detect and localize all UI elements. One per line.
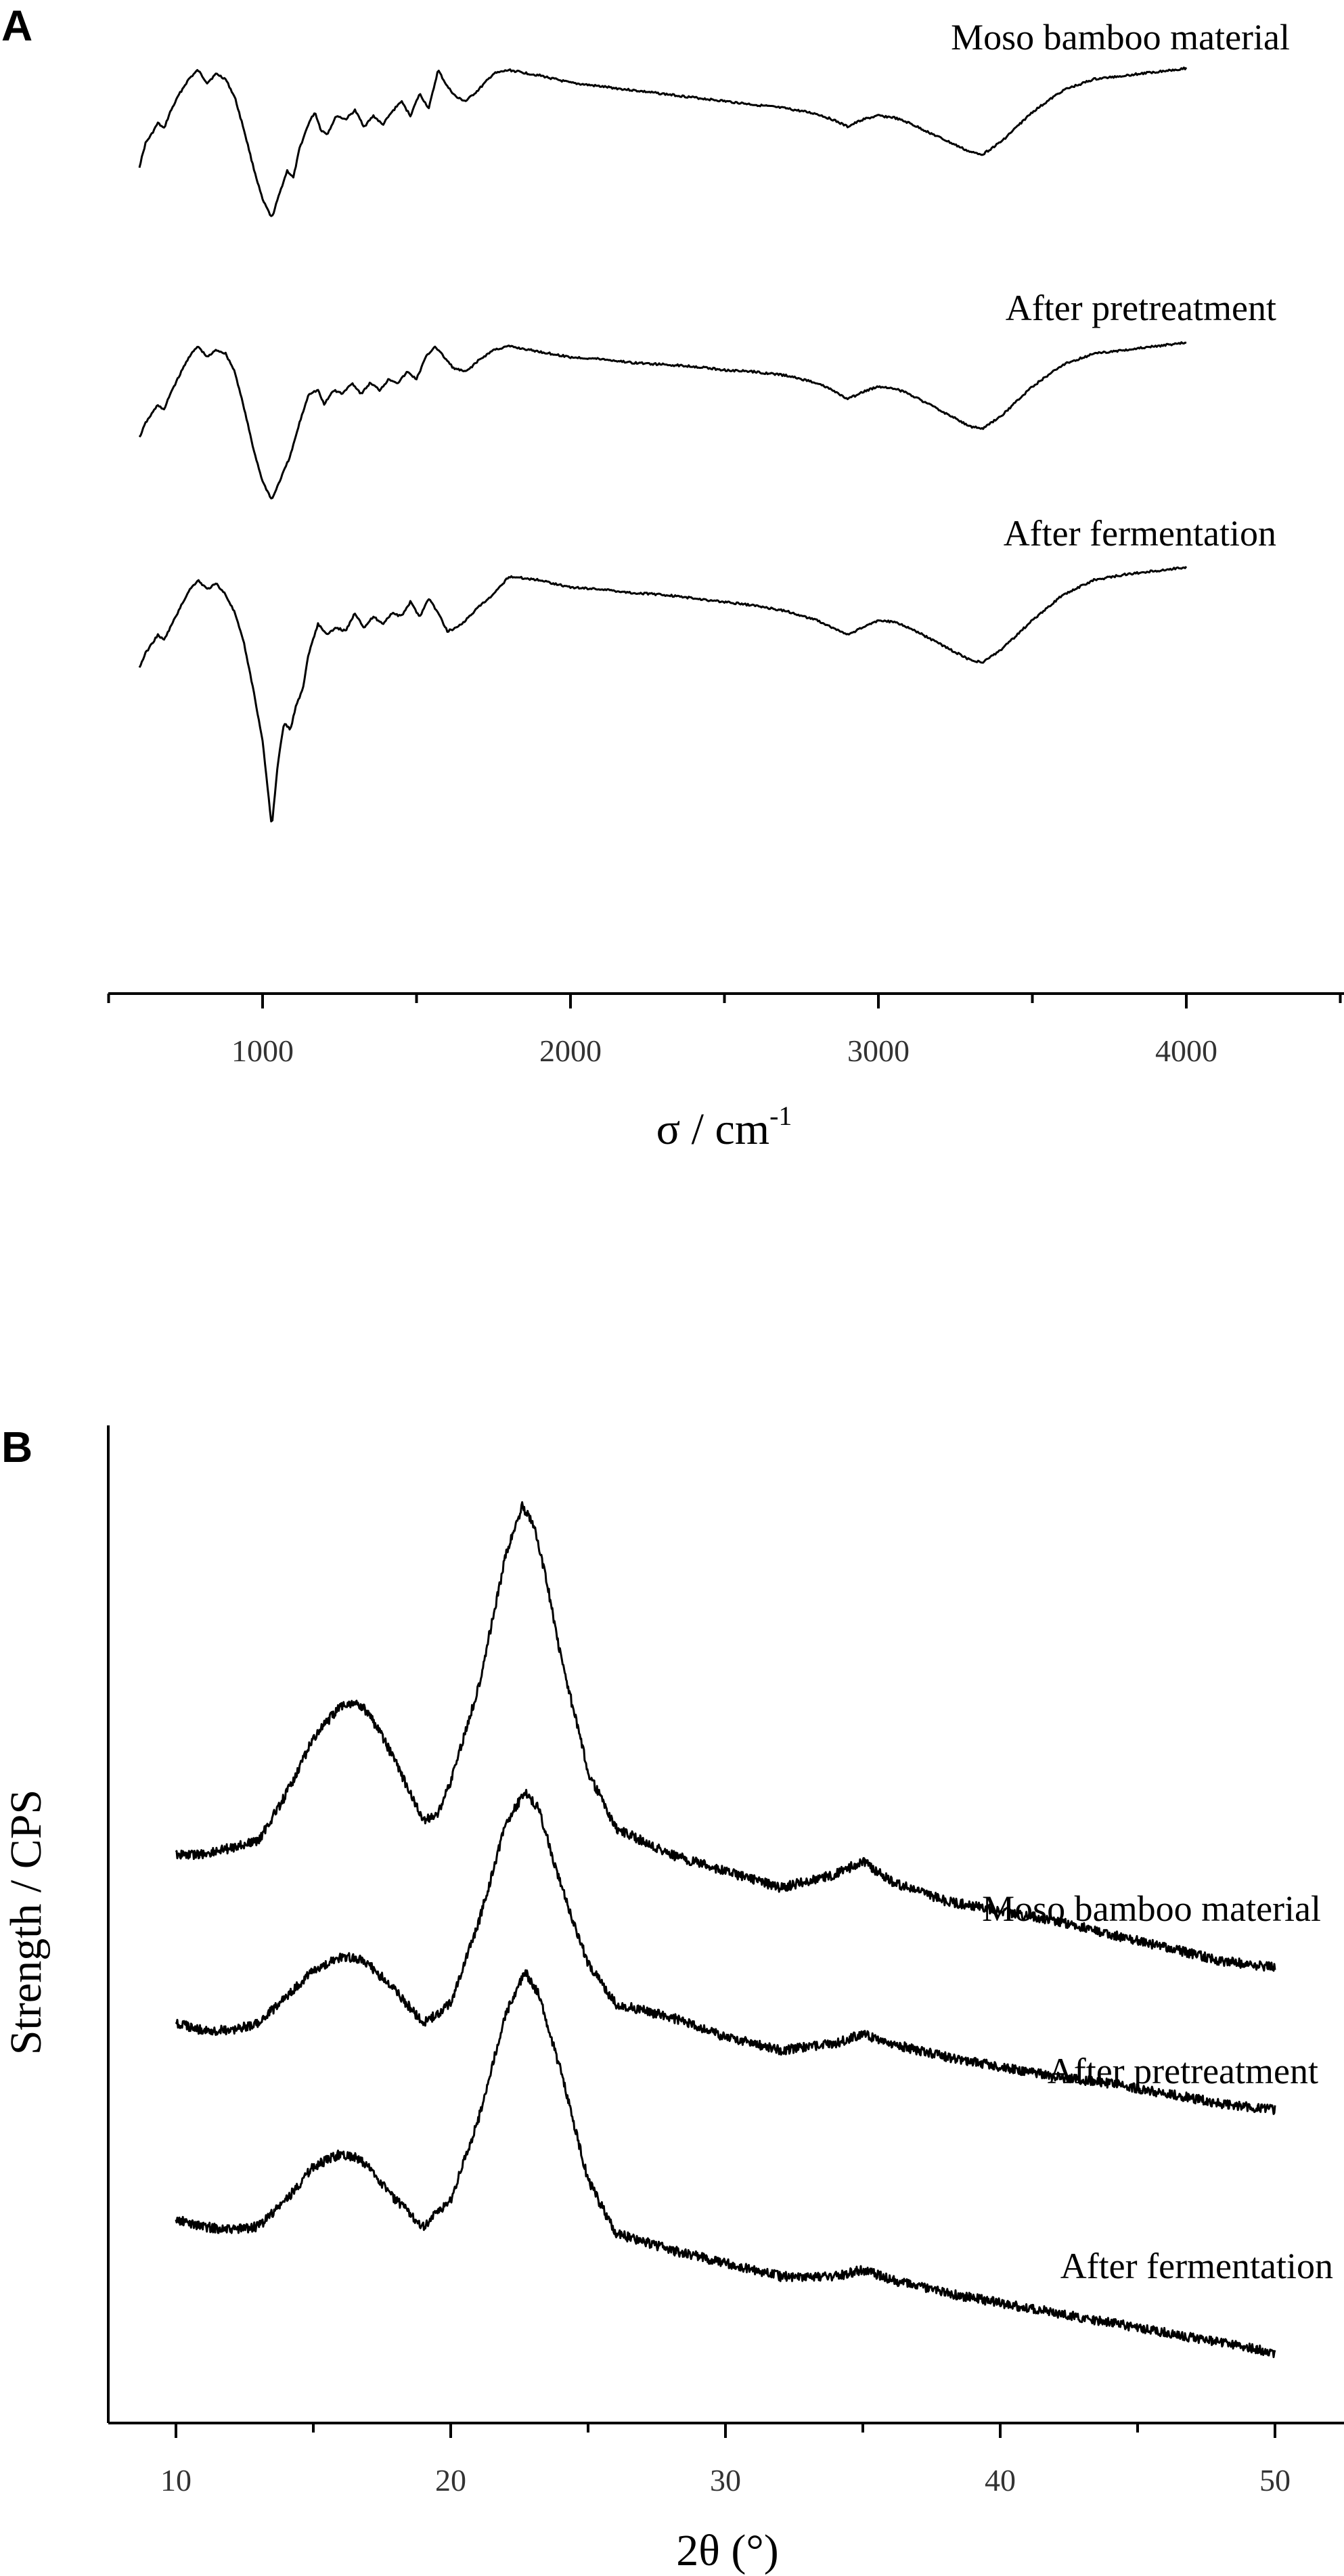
panel-b-tick-label-40: 40 [985,2463,1016,2497]
panel-a-label: A [1,1,32,50]
panel-a-tick-label-3000: 3000 [847,1034,910,1068]
panel-b-series-label-after-pretreatment: After pretreatment [1048,2051,1318,2091]
panel-b-curves [175,1501,1276,2359]
panel-a: A Moso bamboo material After pretreatmen… [1,1,1344,1154]
panel-a-x-axis-title-superscript: -1 [769,1101,792,1131]
panel-a-series-line-after-pretreatment [138,341,1187,499]
panel-b: B Moso bamboo material After pretreatmen… [1,1423,1344,2575]
panel-b-tick-label-50: 50 [1259,2463,1291,2497]
panel-a-tick-label-4000: 4000 [1155,1034,1217,1068]
panel-b-series-label-after-fermentation: After fermentation [1060,2246,1333,2286]
panel-a-series-label-after-pretreatment: After pretreatment [1006,288,1276,328]
panel-a-tick-label-1000: 1000 [231,1034,294,1068]
panel-a-tick-label-2000: 2000 [539,1034,602,1068]
panel-a-x-axis-title-main: σ / cm [656,1105,770,1154]
panel-a-series-label-moso-bamboo-material: Moso bamboo material [951,17,1290,58]
panel-a-x-axis-title: σ / cm-1 [656,1101,792,1154]
panel-b-series-line-moso-bamboo-material [175,1501,1276,1972]
panel-b-label: B [1,1423,32,1471]
panel-b-tick-label-20: 20 [435,2463,466,2497]
panel-b-tick-label-10: 10 [160,2463,192,2497]
panel-a-series-label-after-fermentation: After fermentation [1004,513,1276,554]
panel-b-series-line-after-pretreatment [175,1789,1276,2115]
panel-b-x-ticks [175,2423,1276,2438]
panel-b-series-line-after-fermentation [175,1969,1276,2359]
panel-a-x-ticks [107,994,1342,1008]
panel-b-series-label-moso-bamboo-material: Moso bamboo material [982,1888,1321,1929]
panel-a-series-line-moso-bamboo-material [138,66,1188,217]
panel-b-y-axis-title: Strength / CPS [1,1790,51,2055]
panel-b-tick-label-30: 30 [710,2463,741,2497]
panel-b-x-axis-title: 2θ (°) [676,2526,778,2575]
panel-a-curves [138,66,1188,823]
panel-a-series-line-after-fermentation [138,566,1188,823]
